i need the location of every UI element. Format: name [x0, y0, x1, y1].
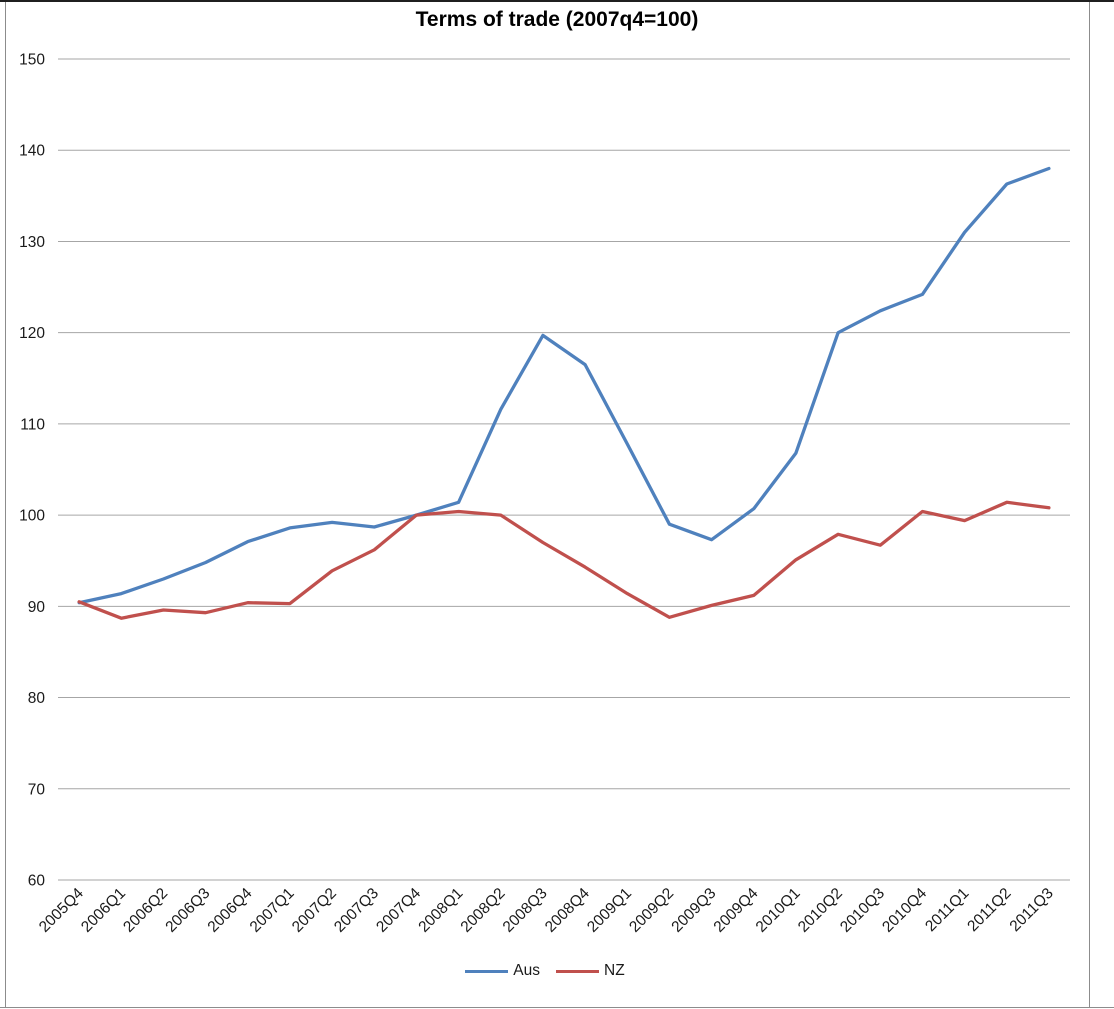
- chart-frame-right: [1089, 2, 1090, 1007]
- series-line-aus: [77, 166, 1051, 605]
- x-tick-label: 2010Q2: [795, 885, 846, 936]
- x-tick-label: 2006Q1: [78, 885, 129, 936]
- x-tick-label: 2011Q3: [1007, 885, 1057, 935]
- x-tick-label: 2010Q4: [879, 885, 930, 936]
- y-tick-label: 150: [19, 52, 45, 69]
- x-tick-label: 2009Q1: [584, 885, 635, 936]
- window-top-edge: [0, 0, 1114, 2]
- y-tick-label: 80: [28, 690, 46, 707]
- x-tick-label: 2008Q1: [415, 885, 466, 936]
- nz-line-swatch: [556, 969, 600, 973]
- y-tick-label: 60: [28, 873, 46, 890]
- y-tick-label: 110: [20, 416, 45, 433]
- chart-title: Terms of trade (2007q4=100): [415, 8, 699, 31]
- legend-label-aus: Aus: [513, 962, 541, 979]
- series-line-nz: [77, 500, 1051, 620]
- chart-frame-left: [5, 2, 6, 1007]
- x-tick-label: 2008Q4: [542, 885, 593, 936]
- chart-frame-bottom: [0, 1007, 1114, 1008]
- aus-line-swatch: [465, 969, 509, 973]
- x-tick-label: 2011Q2: [964, 885, 1014, 935]
- x-tick-label: 2010Q3: [837, 885, 888, 936]
- x-tick-label: 2007Q1: [247, 885, 298, 936]
- x-tick-label: 2008Q2: [458, 885, 509, 936]
- x-tick-label: 2006Q2: [120, 885, 171, 936]
- legend-item-aus: Aus: [465, 962, 540, 980]
- x-tick-label: 2009Q4: [711, 885, 762, 936]
- y-tick-label: 70: [28, 781, 46, 798]
- legend: Aus NZ: [0, 962, 1090, 980]
- y-tick-label: 140: [19, 143, 45, 160]
- y-tick-label: 100: [19, 508, 45, 525]
- x-tick-label: 2008Q3: [500, 885, 551, 936]
- y-tick-label: 120: [19, 325, 45, 342]
- legend-label-nz: NZ: [604, 962, 625, 979]
- x-tick-label: 2005Q4: [36, 885, 87, 936]
- x-tick-label: 2010Q1: [753, 885, 804, 936]
- x-tick-label: 2006Q4: [205, 885, 256, 936]
- x-tick-label: 2007Q4: [373, 885, 424, 936]
- x-tick-label: 2007Q2: [289, 885, 340, 936]
- legend-item-nz: NZ: [556, 962, 625, 980]
- x-tick-label: 2007Q3: [331, 885, 382, 936]
- x-tick-label: 2006Q3: [162, 885, 213, 936]
- y-tick-label: 90: [28, 599, 46, 616]
- y-tick-label: 130: [19, 234, 45, 251]
- x-tick-label: 2009Q3: [668, 885, 719, 936]
- x-tick-label: 2011Q1: [922, 885, 972, 935]
- x-tick-label: 2009Q2: [626, 885, 677, 936]
